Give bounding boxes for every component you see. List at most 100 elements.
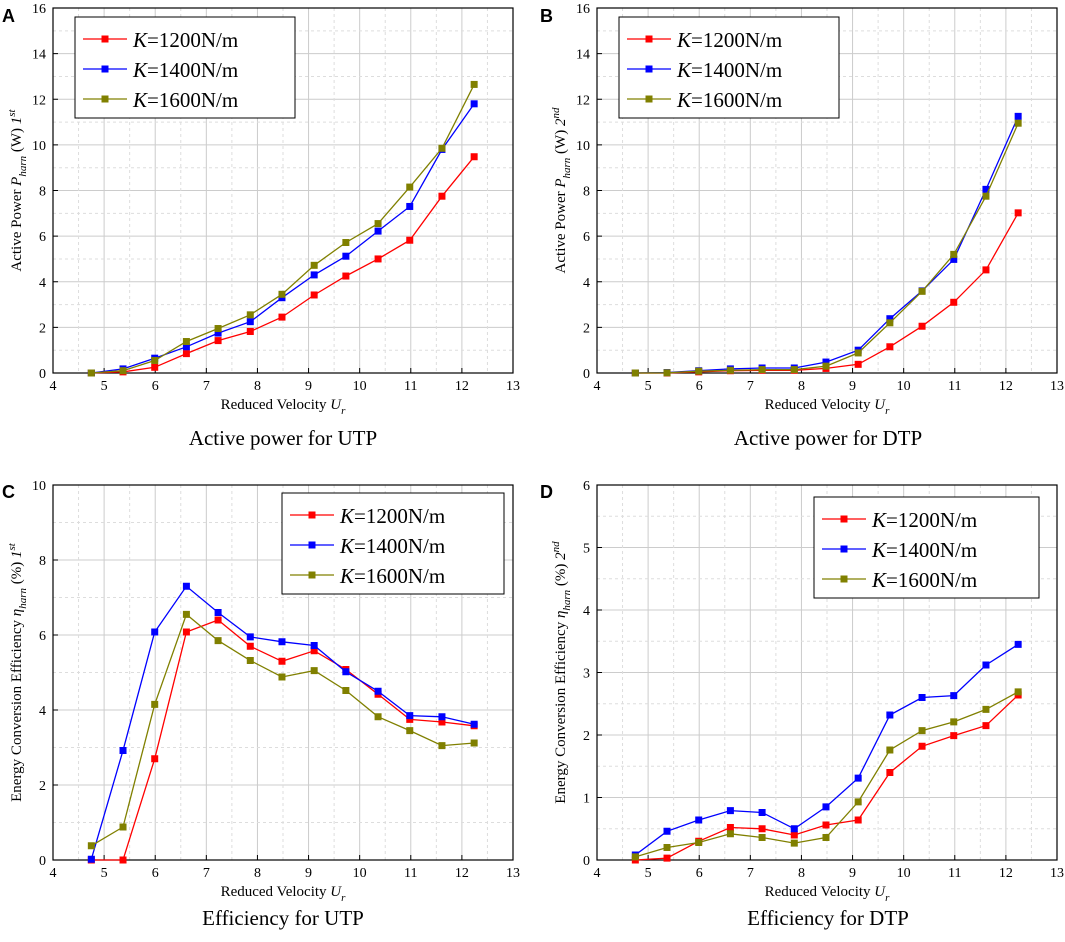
data-point-k1400 xyxy=(822,803,830,811)
data-point-k1600 xyxy=(854,798,862,806)
data-point-k1200 xyxy=(950,732,958,740)
data-point-k1600 xyxy=(950,250,958,258)
y-tick-label: 0 xyxy=(39,854,46,869)
data-point-k1200 xyxy=(342,272,350,280)
data-point-k1400 xyxy=(726,807,734,815)
y-tick-label: 6 xyxy=(39,629,46,644)
data-point-k1600 xyxy=(278,673,286,681)
data-point-k1200 xyxy=(214,337,222,345)
chart-panel-b: 4 5 6 7 8 9 10 11 12 13 0 2 4 6 8 10 12 14 16 Reduced Veloc… xyxy=(540,2,1064,450)
data-point-k1200 xyxy=(278,313,286,321)
y-tick-label: 12 xyxy=(32,93,46,108)
data-point-k1400 xyxy=(695,816,703,824)
data-point-k1200 xyxy=(182,628,190,636)
data-point-k1600 xyxy=(87,369,95,377)
data-point-k1400 xyxy=(151,628,159,636)
data-point-k1600 xyxy=(886,319,894,327)
data-point-k1600 xyxy=(438,742,446,750)
data-point-k1200 xyxy=(214,616,222,624)
y-tick-label: 2 xyxy=(39,321,46,336)
y-tick-label: 2 xyxy=(583,729,590,744)
legend-entry: K=1600N/m xyxy=(132,88,238,112)
data-point-k1400 xyxy=(950,692,958,700)
legend: K=1200N/m K=1400N/m K=1600N/m xyxy=(813,496,1040,599)
y-tick-label: 5 xyxy=(583,542,590,557)
data-point-k1600 xyxy=(470,80,478,88)
data-point-k1200 xyxy=(246,642,254,650)
x-tick-label: 12 xyxy=(455,866,469,881)
panel-caption: Efficiency for UTP xyxy=(202,906,364,930)
data-point-k1400 xyxy=(470,720,478,728)
y-axis-label: Energy Conversion Efficiency ηharn (%) 1… xyxy=(6,542,29,802)
x-tick-label: 13 xyxy=(1050,379,1064,394)
data-point-k1600 xyxy=(758,834,766,841)
x-tick-label: 5 xyxy=(101,379,108,394)
y-tick-label: 10 xyxy=(576,139,590,154)
data-point-k1600 xyxy=(726,366,734,374)
data-point-k1400 xyxy=(246,633,254,641)
data-point-k1600 xyxy=(87,842,95,850)
data-point-k1600 xyxy=(631,853,639,861)
data-point-k1600 xyxy=(918,727,926,735)
legend-box xyxy=(281,492,505,595)
data-point-k1400 xyxy=(982,661,990,669)
x-tick-label: 5 xyxy=(101,866,108,881)
data-point-k1600 xyxy=(182,610,190,618)
data-point-k1600 xyxy=(790,366,798,374)
data-point-k1600 xyxy=(982,192,990,200)
data-point-k1600 xyxy=(790,839,798,847)
x-tick-label: 6 xyxy=(152,379,159,394)
data-point-k1200 xyxy=(438,192,446,200)
series-line-k1600 xyxy=(91,84,475,374)
data-point-k1600 xyxy=(438,144,446,152)
data-point-k1600 xyxy=(151,356,159,364)
legend-swatch-marker xyxy=(840,545,848,553)
legend-swatch-marker xyxy=(645,95,653,103)
legend-swatch-marker xyxy=(308,571,316,579)
data-point-k1600 xyxy=(278,290,286,298)
legend-entry: K=1200N/m xyxy=(339,504,445,528)
x-tick-label: 10 xyxy=(897,379,911,394)
legend-swatch-marker xyxy=(308,541,316,549)
y-tick-label: 14 xyxy=(32,48,46,63)
data-point-k1600 xyxy=(726,830,734,838)
data-point-k1400 xyxy=(822,358,830,366)
legend-box xyxy=(74,16,296,119)
panel-caption: Efficiency for DTP xyxy=(747,906,909,930)
data-point-k1400 xyxy=(342,668,350,676)
x-tick-label: 13 xyxy=(506,379,520,394)
x-tick-label: 7 xyxy=(203,866,210,881)
chart-panel-a: 4 5 6 7 8 9 10 11 12 13 0 2 4 6 8 10 12 14 16 Reduced Veloc… xyxy=(2,2,520,450)
data-point-k1600 xyxy=(310,261,318,269)
y-tick-label: 10 xyxy=(32,479,46,494)
x-tick-label: 9 xyxy=(849,866,856,881)
legend: K=1200N/m K=1400N/m K=1600N/m xyxy=(618,16,840,119)
legend: K=1200N/m K=1400N/m K=1600N/m xyxy=(281,492,505,595)
y-axis-label: Energy Conversion Efficiency ηharn (%) 2… xyxy=(550,541,573,804)
panel-letter: C xyxy=(2,482,15,502)
data-point-k1200 xyxy=(438,718,446,726)
data-point-k1400 xyxy=(663,827,671,835)
legend-box xyxy=(813,496,1040,599)
data-point-k1400 xyxy=(214,329,222,337)
data-point-k1600 xyxy=(886,746,894,754)
data-point-k1200 xyxy=(310,291,318,299)
data-point-k1400 xyxy=(87,855,95,863)
data-point-k1600 xyxy=(1014,688,1022,696)
x-tick-label: 4 xyxy=(594,866,601,881)
x-tick-label: 8 xyxy=(254,379,261,394)
legend: K=1200N/m K=1400N/m K=1600N/m xyxy=(74,16,296,119)
legend-swatch-marker xyxy=(101,35,109,43)
chart-panel-c: 4 5 6 7 8 9 10 11 12 13 0 2 4 6 8 10 Reduced Velocity Ur… xyxy=(2,479,520,930)
legend-swatch-marker xyxy=(101,65,109,73)
data-point-k1600 xyxy=(663,844,671,851)
data-point-k1400 xyxy=(374,227,382,235)
data-point-k1400 xyxy=(342,252,350,260)
data-point-k1400 xyxy=(406,202,414,210)
y-tick-label: 4 xyxy=(39,704,46,719)
panel-caption: Active power for UTP xyxy=(189,426,377,450)
legend-entry: K=1400N/m xyxy=(132,58,238,82)
data-point-k1400 xyxy=(758,809,766,816)
data-point-k1200 xyxy=(982,722,990,730)
data-point-k1600 xyxy=(663,369,671,377)
